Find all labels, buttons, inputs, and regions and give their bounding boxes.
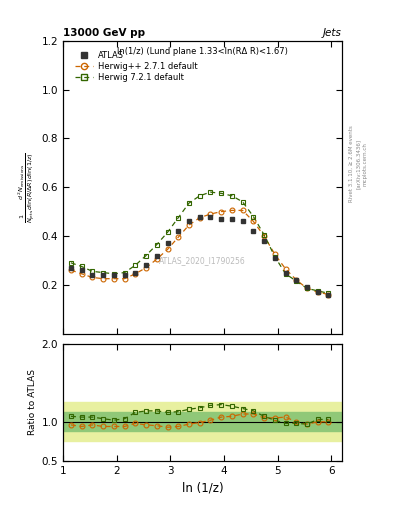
Text: mcplots.cern.ch: mcplots.cern.ch xyxy=(363,142,368,186)
Legend: ATLAS, Herwig++ 2.7.1 default, Herwig 7.2.1 default: ATLAS, Herwig++ 2.7.1 default, Herwig 7.… xyxy=(73,48,200,84)
Text: [arXiv:1306.3436]: [arXiv:1306.3436] xyxy=(356,139,361,189)
Bar xyxy=(63,413,342,431)
Y-axis label: Ratio to ATLAS: Ratio to ATLAS xyxy=(28,369,37,435)
X-axis label: ln (1/z): ln (1/z) xyxy=(182,481,223,494)
Text: Jets: Jets xyxy=(323,28,342,38)
Bar xyxy=(63,402,342,441)
Text: 13000 GeV pp: 13000 GeV pp xyxy=(63,28,145,38)
Text: ln(1/z) (Lund plane 1.33<ln(RΔ R)<1.67): ln(1/z) (Lund plane 1.33<ln(RΔ R)<1.67) xyxy=(117,47,288,56)
Text: ATLAS_2020_I1790256: ATLAS_2020_I1790256 xyxy=(159,256,246,265)
Text: Rivet 3.1.10, ≥ 2.6M events: Rivet 3.1.10, ≥ 2.6M events xyxy=(349,125,353,202)
Y-axis label: $\frac{1}{N_\mathrm{jets}}\frac{d^2 N_\mathrm{emissions}}{d\ln(R/\Delta R)\,d\ln: $\frac{1}{N_\mathrm{jets}}\frac{d^2 N_\m… xyxy=(17,152,37,223)
